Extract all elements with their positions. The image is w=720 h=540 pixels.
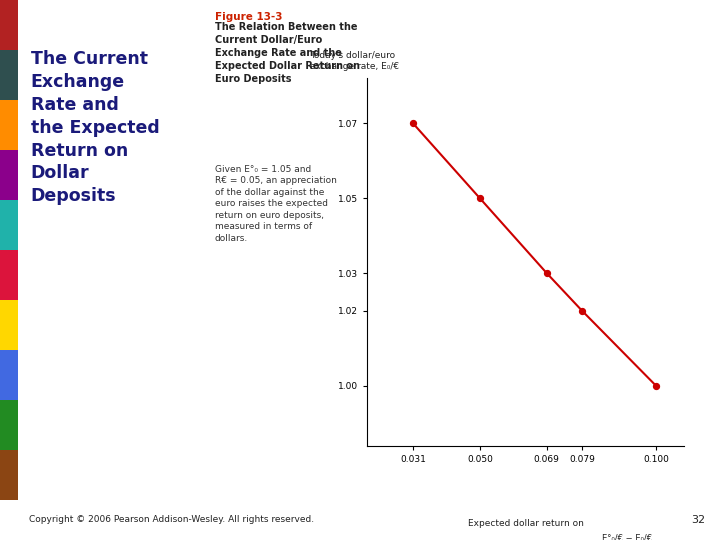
Bar bbox=[0, 0, 18, 50]
Text: Expected dollar return on: Expected dollar return on bbox=[468, 519, 583, 528]
Text: E°₀/€ − E₀/€: E°₀/€ − E₀/€ bbox=[602, 534, 652, 540]
Bar bbox=[0, 200, 18, 249]
Bar bbox=[0, 300, 18, 350]
Text: Figure 13-3: Figure 13-3 bbox=[215, 12, 282, 23]
Bar bbox=[0, 50, 18, 100]
Bar bbox=[0, 350, 18, 400]
Text: 32: 32 bbox=[691, 515, 706, 525]
Point bbox=[650, 381, 662, 390]
Bar bbox=[0, 249, 18, 300]
Point bbox=[541, 269, 552, 278]
Point bbox=[576, 306, 588, 315]
Text: Today's dollar/euro
exchange rate, E₀/€: Today's dollar/euro exchange rate, E₀/€ bbox=[310, 51, 400, 71]
Bar bbox=[0, 100, 18, 150]
Bar bbox=[0, 449, 18, 500]
Point bbox=[408, 119, 419, 127]
Point bbox=[474, 194, 485, 202]
Text: Copyright © 2006 Pearson Addison-Wesley. All rights reserved.: Copyright © 2006 Pearson Addison-Wesley.… bbox=[29, 515, 314, 524]
Bar bbox=[0, 150, 18, 200]
Bar bbox=[0, 400, 18, 449]
Text: Given E°₀ = 1.05 and
R€ = 0.05, an appreciation
of the dollar against the
euro r: Given E°₀ = 1.05 and R€ = 0.05, an appre… bbox=[215, 165, 336, 242]
Text: The Current
Exchange
Rate and
the Expected
Return on
Dollar
Deposits: The Current Exchange Rate and the Expect… bbox=[31, 50, 160, 205]
Text: The Relation Between the
Current Dollar/Euro
Exchange Rate and the
Expected Doll: The Relation Between the Current Dollar/… bbox=[215, 23, 359, 84]
